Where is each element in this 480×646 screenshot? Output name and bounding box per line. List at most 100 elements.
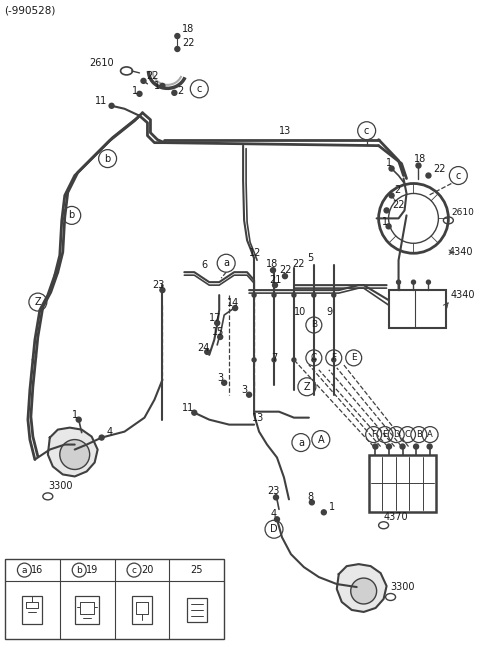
Circle shape xyxy=(272,358,276,362)
Text: 3300: 3300 xyxy=(391,582,415,592)
Text: 6: 6 xyxy=(201,260,207,270)
Text: Z: Z xyxy=(303,382,310,391)
Bar xyxy=(75,596,99,624)
Text: A: A xyxy=(318,435,324,444)
Circle shape xyxy=(426,173,431,178)
Text: 23: 23 xyxy=(153,280,165,290)
Text: 18: 18 xyxy=(413,154,426,163)
Circle shape xyxy=(389,166,394,171)
Text: a: a xyxy=(22,566,27,574)
Text: 1: 1 xyxy=(382,217,388,227)
Text: 2610: 2610 xyxy=(451,208,474,217)
Bar xyxy=(187,598,207,622)
Text: 15: 15 xyxy=(212,327,225,337)
Text: 3300: 3300 xyxy=(48,481,72,492)
Text: b: b xyxy=(69,211,75,220)
Text: c: c xyxy=(364,126,369,136)
Text: 11: 11 xyxy=(95,96,107,106)
Text: Z: Z xyxy=(35,297,41,307)
Text: 1: 1 xyxy=(329,503,335,512)
Text: 22: 22 xyxy=(393,200,405,211)
Circle shape xyxy=(172,90,177,96)
Text: 2: 2 xyxy=(395,185,401,196)
Polygon shape xyxy=(337,564,386,612)
Text: 1: 1 xyxy=(155,81,161,91)
Text: b: b xyxy=(76,566,82,574)
Circle shape xyxy=(252,358,256,362)
Circle shape xyxy=(141,78,146,83)
Text: 4370: 4370 xyxy=(384,512,408,523)
Circle shape xyxy=(414,444,419,449)
Text: 22: 22 xyxy=(292,259,304,269)
Circle shape xyxy=(312,358,316,362)
Text: 20: 20 xyxy=(141,565,154,575)
Circle shape xyxy=(99,435,104,440)
Circle shape xyxy=(205,349,210,355)
Circle shape xyxy=(396,280,400,284)
Circle shape xyxy=(60,439,90,470)
Text: 23: 23 xyxy=(267,486,279,496)
Circle shape xyxy=(411,280,416,284)
Text: 22: 22 xyxy=(433,163,446,174)
Circle shape xyxy=(332,358,336,362)
Text: 25: 25 xyxy=(191,565,203,575)
Text: a: a xyxy=(298,437,304,448)
Circle shape xyxy=(233,306,238,311)
Circle shape xyxy=(292,358,296,362)
Text: D: D xyxy=(393,430,399,439)
Text: D: D xyxy=(270,525,278,534)
Circle shape xyxy=(175,34,180,39)
Text: B: B xyxy=(311,320,317,329)
Text: 1: 1 xyxy=(132,86,138,96)
Circle shape xyxy=(332,293,336,297)
Circle shape xyxy=(215,320,220,326)
Text: c: c xyxy=(197,84,202,94)
Circle shape xyxy=(218,335,223,339)
Text: 2: 2 xyxy=(177,86,184,96)
Text: 24: 24 xyxy=(197,343,210,353)
Circle shape xyxy=(373,444,378,449)
Text: B: B xyxy=(416,430,422,439)
Circle shape xyxy=(292,293,296,297)
Circle shape xyxy=(192,410,197,415)
Circle shape xyxy=(310,500,314,505)
Circle shape xyxy=(416,163,421,168)
Text: 12: 12 xyxy=(249,248,262,258)
Bar xyxy=(23,596,42,624)
Text: a: a xyxy=(223,258,229,268)
Text: 4: 4 xyxy=(271,509,277,519)
Circle shape xyxy=(427,444,432,449)
Text: 18: 18 xyxy=(266,259,278,269)
Text: 1: 1 xyxy=(385,158,392,167)
Text: 14: 14 xyxy=(227,298,240,308)
Circle shape xyxy=(384,208,389,213)
Text: 17: 17 xyxy=(209,313,222,323)
Text: 18: 18 xyxy=(182,24,194,34)
Circle shape xyxy=(274,495,278,500)
Text: 3: 3 xyxy=(217,373,223,383)
Text: 7: 7 xyxy=(271,353,277,363)
Text: 10: 10 xyxy=(294,307,306,317)
Text: 9: 9 xyxy=(327,307,333,317)
Text: b: b xyxy=(105,154,111,163)
Circle shape xyxy=(400,444,405,449)
Text: 13: 13 xyxy=(252,413,264,422)
Text: 4: 4 xyxy=(107,426,113,437)
Circle shape xyxy=(389,193,394,198)
Text: 3: 3 xyxy=(241,385,247,395)
Circle shape xyxy=(386,444,392,449)
Text: E: E xyxy=(351,353,357,362)
Text: E: E xyxy=(382,430,387,439)
Circle shape xyxy=(272,293,276,297)
Text: C: C xyxy=(311,353,317,362)
Text: 19: 19 xyxy=(86,565,98,575)
Text: F: F xyxy=(371,430,376,439)
Circle shape xyxy=(273,283,277,287)
Circle shape xyxy=(282,274,288,278)
Bar xyxy=(132,596,152,624)
Text: 22: 22 xyxy=(182,38,195,48)
Text: 22: 22 xyxy=(279,266,291,275)
Text: 5: 5 xyxy=(307,253,313,263)
Circle shape xyxy=(275,517,279,522)
Text: 13: 13 xyxy=(279,126,291,136)
